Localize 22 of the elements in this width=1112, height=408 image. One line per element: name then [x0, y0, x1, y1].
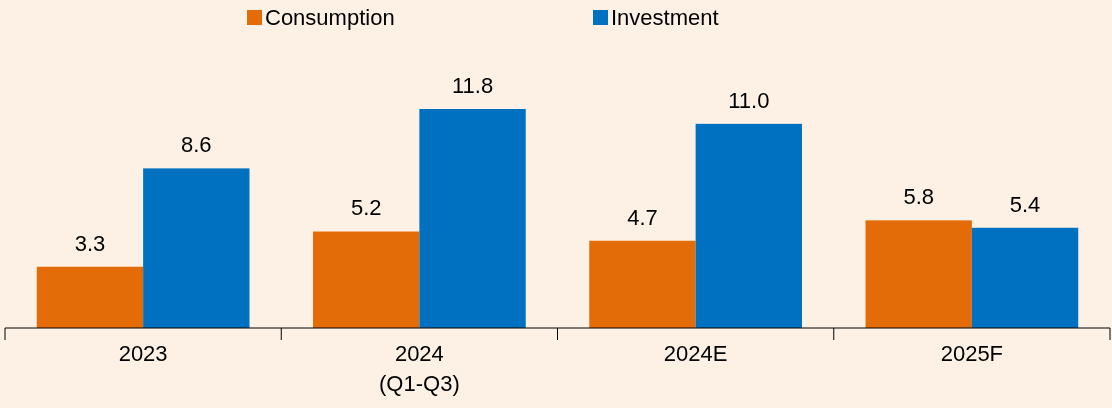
x-tick-label: 2025F [940, 341, 1004, 366]
bar [589, 240, 696, 328]
data-label: 3.3 [74, 230, 106, 256]
x-tick-label: 2024E [663, 341, 728, 366]
bar [971, 227, 1079, 328]
bar [36, 266, 144, 328]
data-label: 5.8 [903, 184, 934, 210]
x-tick-label: 2024 (Q1-Q3) [379, 341, 460, 396]
legend-label: Investment [611, 5, 719, 30]
bar [865, 220, 972, 328]
data-label: 5.4 [1009, 191, 1041, 217]
bar [695, 123, 802, 328]
data-label: 8.6 [181, 132, 212, 158]
bar [419, 109, 526, 328]
bar [143, 168, 250, 328]
data-label: 11.0 [728, 87, 770, 113]
data-label: 5.2 [350, 195, 382, 221]
data-label: 11.8 [451, 73, 494, 98]
bar [313, 231, 420, 328]
legend-label: Consumption [265, 5, 395, 30]
x-tick-label: 2023 [118, 341, 168, 366]
data-label: 4.7 [627, 204, 658, 230]
